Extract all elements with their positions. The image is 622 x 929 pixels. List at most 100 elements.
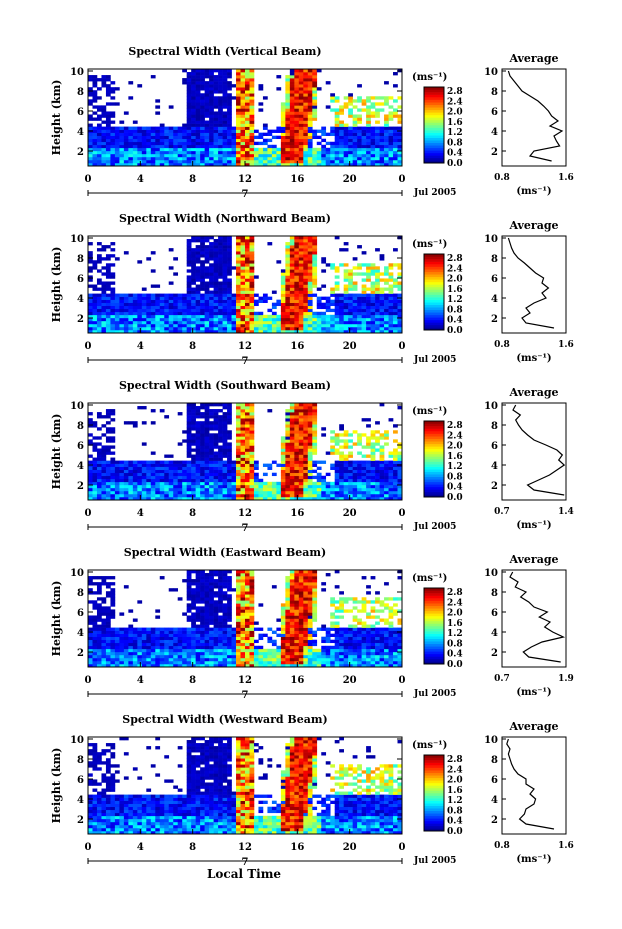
heatmap-cell	[177, 663, 183, 668]
heatmap-cell	[92, 84, 98, 88]
colorbar-swatch	[424, 441, 444, 445]
heatmap-cell	[280, 320, 286, 325]
heatmap-cell	[92, 445, 98, 449]
heatmap-cell	[96, 299, 102, 303]
heatmap-cell	[321, 490, 327, 495]
heatmap-cell	[307, 320, 313, 325]
colorbar-tick-label: 0.4	[447, 316, 463, 326]
heatmap-cell	[352, 272, 358, 276]
heatmap-cell	[262, 96, 268, 100]
day-marker: 7	[242, 189, 249, 200]
heatmap-cell	[200, 442, 205, 446]
y-axis-label: Height (km)	[50, 80, 63, 156]
heatmap-cell	[384, 469, 389, 474]
heatmap-cell	[334, 99, 340, 103]
heatmap-cell	[186, 472, 192, 477]
heatmap-cell	[164, 636, 170, 641]
heatmap-cell	[240, 490, 246, 495]
y-tick-label: 4	[77, 294, 84, 305]
heatmap-cell	[186, 645, 192, 650]
heatmap-cell	[110, 293, 116, 297]
heatmap-cell	[343, 293, 349, 297]
heatmap-cell	[186, 90, 192, 94]
heatmap-cell	[146, 156, 152, 161]
heatmap-cell	[101, 624, 107, 628]
heatmap-cell	[289, 302, 295, 307]
heatmap-cell	[245, 117, 250, 121]
heatmap-cell	[289, 108, 295, 112]
y-tick-label: 8	[77, 87, 84, 98]
colorbar-tick-label: 0.8	[447, 305, 463, 315]
heatmap-cell	[182, 326, 187, 331]
heatmap-cell	[96, 147, 102, 152]
heatmap-cell	[285, 326, 291, 331]
heatmap-cell	[307, 317, 313, 322]
heatmap-cell	[101, 648, 107, 653]
heatmap-cell	[191, 138, 196, 143]
heatmap-cell	[325, 329, 331, 334]
heatmap-cell	[393, 278, 398, 282]
heatmap-cell	[375, 269, 380, 273]
heatmap-cell	[384, 156, 389, 161]
heatmap-cell	[110, 609, 116, 613]
heatmap-cell	[191, 490, 196, 495]
heatmap-cell	[366, 123, 371, 127]
heatmap-cell	[119, 475, 125, 480]
heatmap-cell	[105, 129, 111, 133]
heatmap-cell	[155, 323, 161, 328]
heatmap-cell	[236, 162, 241, 167]
heatmap-cell	[222, 421, 228, 425]
colorbar-unit: (ms⁻¹)	[412, 239, 447, 250]
heatmap-cell	[388, 484, 394, 489]
heatmap-cell	[366, 424, 371, 428]
heatmap-cell	[177, 651, 183, 656]
heatmap-cell	[357, 84, 362, 88]
heatmap-cell	[186, 120, 192, 124]
heatmap-cell	[101, 75, 107, 79]
heatmap-cell	[249, 308, 255, 313]
heatmap-cell	[88, 278, 93, 282]
y-tick-label: 10	[70, 67, 84, 78]
heatmap-cell	[253, 326, 259, 331]
heatmap-cell	[101, 663, 107, 668]
heatmap-cell	[105, 409, 111, 413]
heatmap-cell	[182, 135, 187, 140]
heatmap-cell	[101, 302, 107, 307]
heatmap-cell	[289, 317, 295, 322]
heatmap-cell	[271, 129, 277, 133]
heatmap-cell	[397, 302, 403, 307]
heatmap-cell	[236, 293, 241, 297]
heatmap-cell	[379, 487, 385, 492]
heatmap-cell	[361, 132, 367, 136]
heatmap-cell	[375, 442, 380, 446]
heatmap-cell	[218, 317, 223, 322]
heatmap-cell	[271, 487, 277, 492]
heatmap-cell	[316, 159, 322, 164]
heatmap-cell	[280, 153, 286, 158]
heatmap-cell	[155, 126, 161, 130]
heatmap-cell	[231, 135, 237, 140]
heatmap-cell	[361, 305, 367, 310]
heatmap-cell	[316, 314, 322, 319]
heatmap-cell	[195, 436, 201, 440]
heatmap-cell	[289, 144, 295, 149]
heatmap-cell	[393, 153, 398, 158]
heatmap-cell	[357, 120, 362, 124]
heatmap-cell	[312, 278, 318, 282]
heatmap-cell	[195, 81, 201, 85]
heatmap-cell	[280, 150, 286, 155]
heatmap-cell	[334, 287, 340, 291]
heatmap-cell	[168, 469, 174, 474]
heatmap-cell	[213, 433, 219, 437]
heatmap-cell	[303, 129, 309, 133]
heatmap-cell	[227, 251, 232, 255]
heatmap-cell	[213, 129, 219, 133]
heatmap-cell	[88, 99, 93, 103]
heatmap-cell	[168, 657, 174, 662]
heatmap-cell	[366, 326, 371, 331]
heatmap-cell	[92, 90, 98, 94]
heatmap-cell	[209, 114, 214, 118]
heatmap-cell	[204, 123, 210, 127]
heatmap-cell	[236, 150, 241, 155]
heatmap-cell	[294, 451, 300, 455]
